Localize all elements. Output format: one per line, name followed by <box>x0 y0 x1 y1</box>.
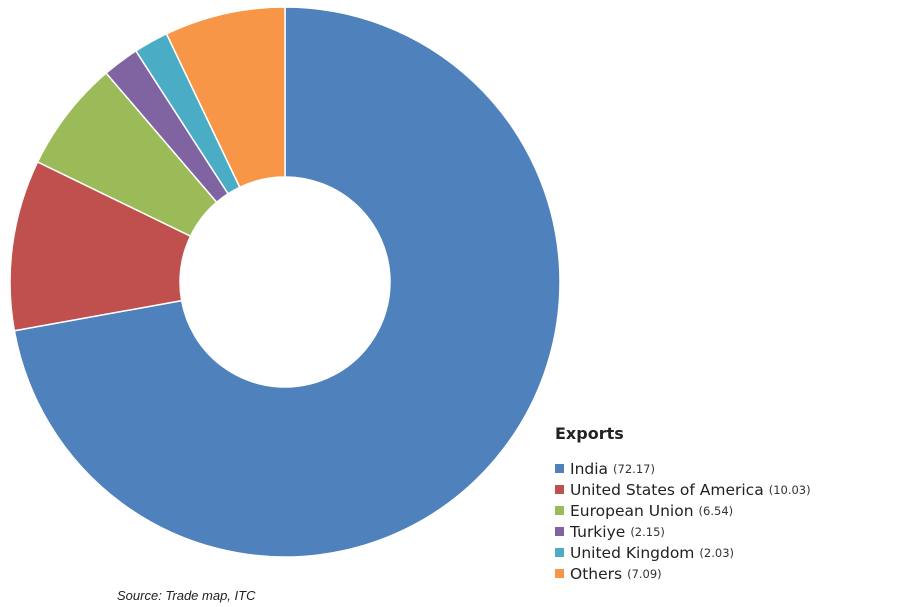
legend-item: European Union (6.54) <box>555 500 900 521</box>
legend-item: Turkiye (2.15) <box>555 521 900 542</box>
legend-label: India <box>570 459 609 478</box>
legend-label: Turkiye <box>570 522 626 541</box>
legend-value: (10.03) <box>768 482 811 497</box>
legend-label: United Kingdom <box>570 543 695 562</box>
legend-swatch <box>555 506 564 515</box>
legend-item: Others (7.09) <box>555 563 900 584</box>
legend-value: (2.15) <box>630 524 665 539</box>
legend-label: European Union <box>570 501 694 520</box>
legend-swatch <box>555 569 564 578</box>
legend-label: Others <box>570 564 623 583</box>
legend-value: (6.54) <box>698 503 734 518</box>
legend-item: United States of America (10.03) <box>555 479 900 500</box>
legend: Exports India (72.17) United States of Ame… <box>555 424 900 584</box>
legend-label: United States of America <box>570 480 764 499</box>
slice-united-states-of-america <box>9 160 192 332</box>
legend-value: (2.03) <box>699 545 735 560</box>
legend-title: Exports <box>555 424 624 443</box>
legend-value: (72.17) <box>613 461 655 476</box>
legend-value: (7.09) <box>627 566 662 581</box>
legend-item: India (72.17) <box>555 458 900 479</box>
slice-others <box>165 6 286 189</box>
legend-swatch <box>555 485 564 494</box>
legend-items: India (72.17) United States of America (10.… <box>555 458 900 584</box>
legend-swatch <box>555 548 564 557</box>
legend-item: United Kingdom (2.03) <box>555 542 900 563</box>
legend-swatch <box>555 464 564 473</box>
legend-swatch <box>555 527 564 536</box>
slice-india <box>13 6 561 558</box>
source-note: Source: Trade map, ITC <box>117 588 256 603</box>
